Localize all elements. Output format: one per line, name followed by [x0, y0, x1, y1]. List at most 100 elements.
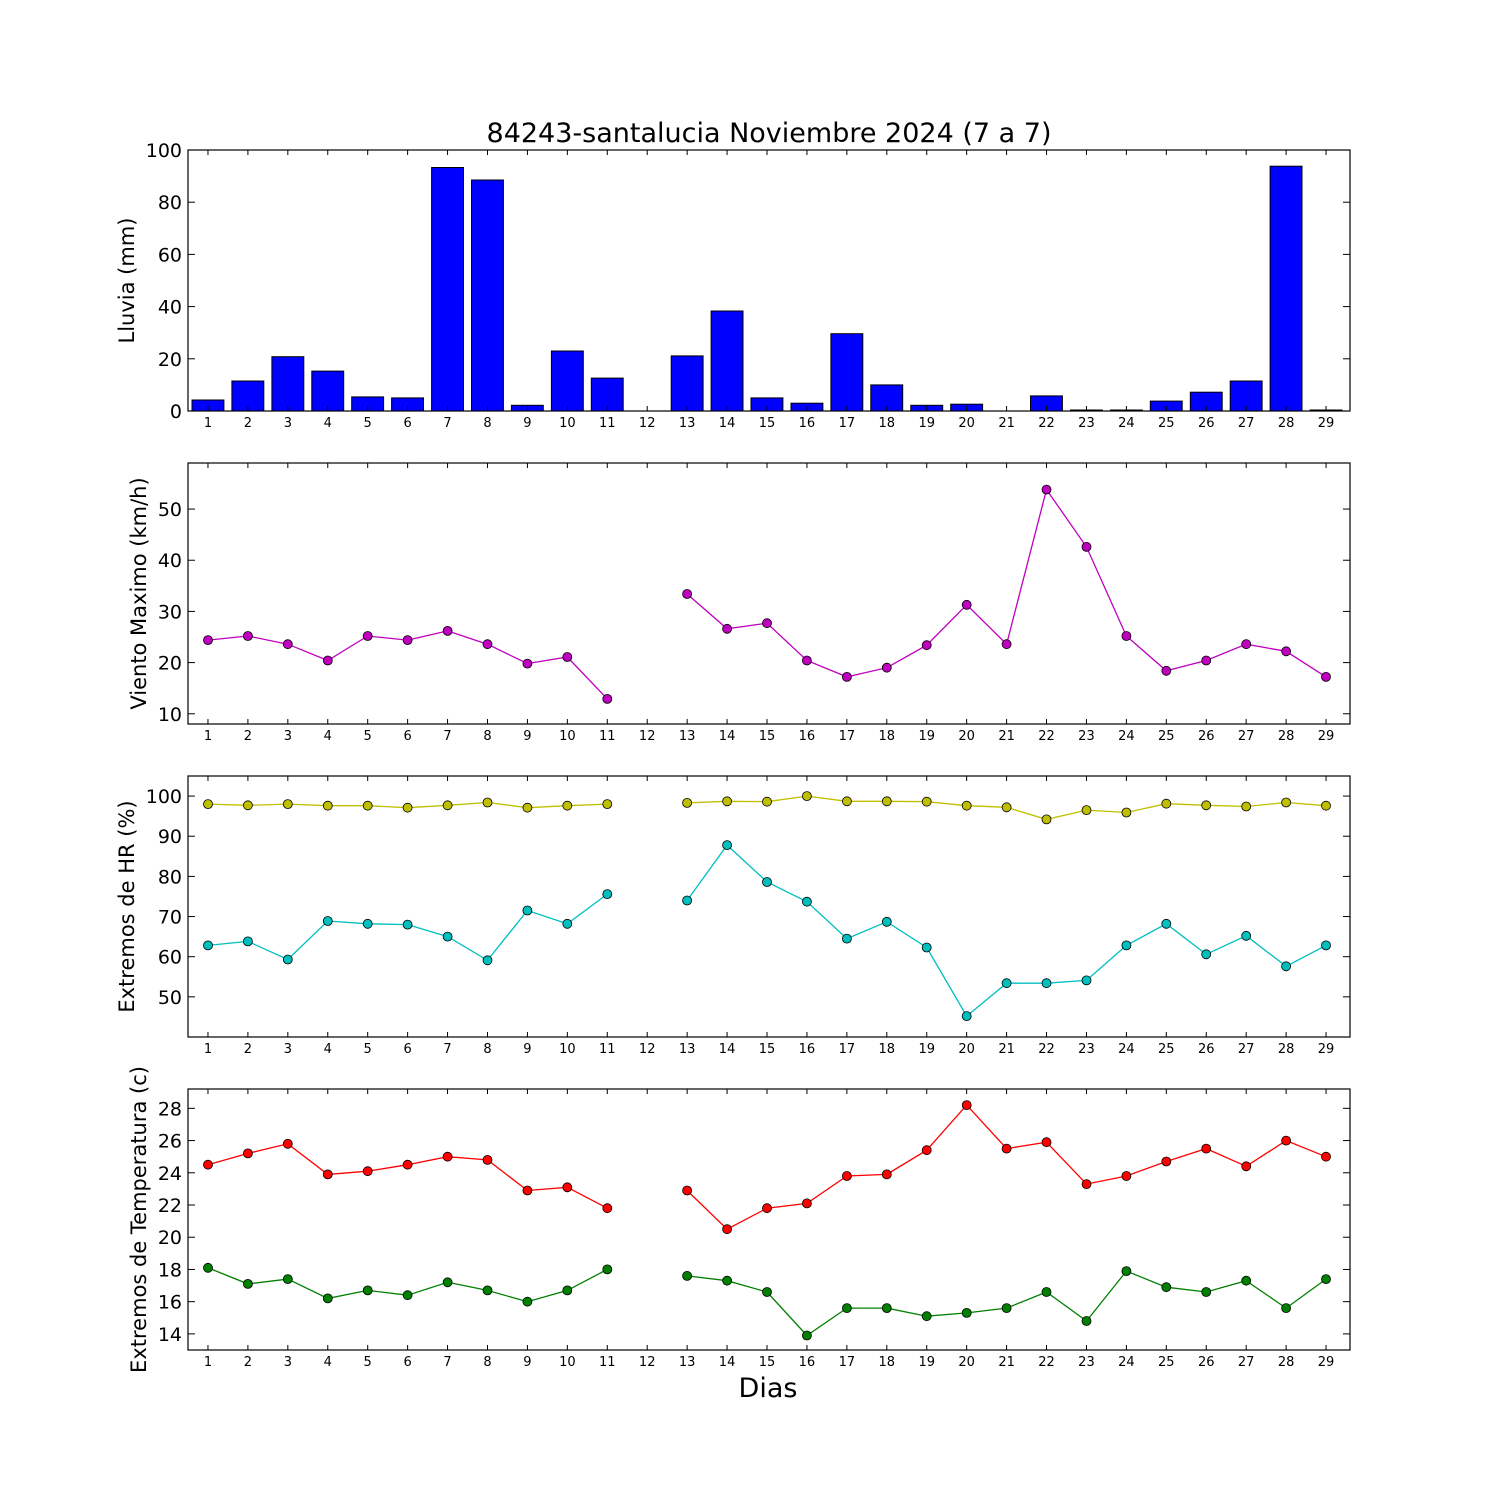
y-tick-label: 70	[158, 907, 182, 929]
rain-bar	[830, 333, 864, 412]
x-tick-label: 22	[1038, 729, 1055, 744]
data-point-wind	[562, 652, 573, 662]
data-point-t_max	[522, 1185, 533, 1196]
data-point-wind	[602, 694, 613, 704]
data-point-hr_max	[1281, 797, 1291, 808]
x-tick-label: 2	[244, 1355, 252, 1370]
y-axis-label-rain: Lluvia (mm)	[115, 218, 139, 344]
y-tick-label: 24	[158, 1163, 182, 1185]
y-tick-label: 26	[158, 1131, 182, 1153]
data-point-wind	[203, 635, 213, 645]
data-point-hr_max	[362, 800, 373, 811]
data-point-hr_min	[722, 840, 732, 850]
x-tick-label: 14	[719, 1042, 736, 1057]
data-point-wind	[881, 662, 892, 673]
rain-bar	[710, 310, 744, 412]
data-point-hr_max	[522, 802, 533, 813]
data-point-t_max	[842, 1171, 852, 1181]
x-tick-label: 12	[639, 1355, 656, 1370]
data-point-t_min	[722, 1275, 732, 1286]
x-tick-label: 10	[559, 1355, 576, 1370]
rain-bar	[431, 167, 465, 412]
data-point-hr_min	[1201, 949, 1212, 960]
data-point-wind	[802, 655, 812, 666]
x-tick-label: 13	[679, 1355, 696, 1370]
data-point-t_max	[961, 1100, 972, 1110]
data-point-hr_max	[1041, 814, 1052, 825]
data-point-t_min	[1001, 1303, 1012, 1313]
data-point-hr_max	[682, 798, 692, 808]
data-point-wind	[1161, 665, 1172, 676]
data-point-hr_min	[1321, 940, 1331, 951]
x-tick-label: 28	[1278, 1355, 1295, 1370]
data-point-t_min	[842, 1303, 852, 1313]
x-tick-label: 4	[324, 729, 332, 744]
x-tick-label: 27	[1238, 1355, 1255, 1370]
x-tick-label: 22	[1038, 1355, 1055, 1370]
data-point-t_max	[1161, 1156, 1172, 1167]
data-point-hr_max	[203, 799, 213, 809]
data-point-hr_min	[802, 896, 812, 907]
data-point-wind	[322, 655, 333, 666]
data-point-wind	[1041, 484, 1052, 495]
data-point-hr_min	[482, 955, 493, 966]
data-point-wind	[762, 618, 772, 629]
rain-bar	[1269, 165, 1303, 412]
data-point-wind	[282, 639, 293, 650]
y-tick-label: 50	[158, 987, 182, 1009]
x-tick-label: 21	[998, 729, 1015, 744]
data-point-t_max	[802, 1198, 812, 1209]
data-point-hr_min	[1081, 975, 1092, 986]
x-tick-label: 3	[284, 1355, 292, 1370]
data-point-hr_max	[242, 800, 253, 811]
x-tick-label: 25	[1158, 416, 1175, 431]
data-point-hr_min	[1241, 930, 1252, 941]
data-point-t_min	[682, 1271, 692, 1281]
data-point-hr_max	[1081, 805, 1092, 815]
data-point-hr_min	[203, 940, 213, 951]
data-point-t_min	[1081, 1316, 1092, 1326]
data-point-hr_max	[562, 800, 573, 811]
x-tick-label: 12	[639, 1042, 656, 1057]
chart-title: 84243-santalucia Noviembre 2024 (7 a 7)	[487, 118, 1052, 149]
y-axis-label-humidity: Extremos de HR (%)	[115, 800, 139, 1012]
x-tick-label: 23	[1078, 416, 1095, 431]
data-point-t_max	[402, 1159, 413, 1170]
x-tick-label: 10	[559, 1042, 576, 1057]
x-tick-label: 7	[443, 1355, 451, 1370]
x-tick-label: 15	[759, 1042, 776, 1057]
data-point-t_max	[242, 1148, 253, 1159]
x-tick-label: 2	[244, 1042, 252, 1057]
x-tick-label: 23	[1078, 729, 1095, 744]
data-point-t_max	[1321, 1151, 1331, 1162]
x-tick-label: 17	[839, 1355, 856, 1370]
x-tick-label: 4	[324, 1042, 332, 1057]
data-point-hr_min	[322, 916, 333, 926]
x-tick-label: 18	[879, 1042, 896, 1057]
data-point-hr_max	[1001, 802, 1012, 813]
data-point-hr_max	[1321, 800, 1331, 811]
plot-frame	[187, 775, 1351, 1038]
data-point-hr_max	[1121, 807, 1132, 818]
x-tick-label: 26	[1198, 1355, 1215, 1370]
x-axis-label: Dias	[739, 1373, 798, 1404]
rain-bar	[590, 377, 624, 412]
data-point-wind	[442, 626, 453, 636]
data-point-hr_max	[482, 797, 493, 808]
data-point-hr_min	[282, 954, 293, 965]
data-point-hr_max	[1241, 801, 1252, 812]
x-tick-label: 19	[918, 1355, 935, 1370]
x-tick-label: 1	[204, 1042, 212, 1057]
data-point-wind	[1001, 639, 1012, 650]
data-point-t_max	[322, 1169, 333, 1180]
data-point-t_max	[562, 1182, 573, 1193]
data-point-wind	[722, 623, 732, 634]
y-tick-label: 16	[158, 1292, 182, 1314]
data-point-wind	[402, 635, 413, 645]
x-tick-label: 27	[1238, 1042, 1255, 1057]
x-tick-label: 29	[1318, 1355, 1335, 1370]
x-tick-label: 19	[918, 729, 935, 744]
x-tick-label: 16	[799, 1355, 816, 1370]
